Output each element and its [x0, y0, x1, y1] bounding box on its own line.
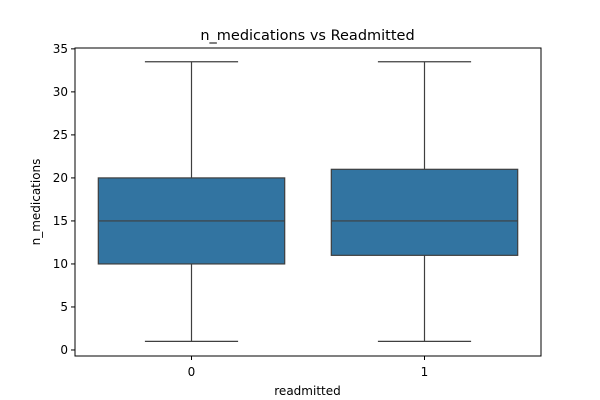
- y-tick-label: 15: [53, 214, 68, 228]
- chart-title: n_medications vs Readmitted: [200, 28, 414, 44]
- y-tick-label: 25: [53, 128, 68, 142]
- x-tick-label: 0: [188, 365, 196, 379]
- y-tick-label: 35: [53, 42, 68, 56]
- plot-area-frame: [74, 47, 542, 357]
- y-tick-label: 20: [53, 171, 68, 185]
- y-tick-label: 5: [60, 300, 68, 314]
- boxes-layer: [97, 61, 519, 342]
- y-tick-label: 0: [60, 343, 68, 357]
- y-tick-label: 10: [53, 257, 68, 271]
- x-tick-label: 1: [421, 365, 429, 379]
- box-0: [97, 61, 286, 342]
- box-1: [330, 61, 519, 342]
- y-axis: 0 5 10 15 20 25 30 35: [53, 42, 75, 357]
- y-axis-label: n_medications: [29, 159, 43, 246]
- iqr-box: [330, 168, 519, 256]
- y-tick-label: 30: [53, 85, 68, 99]
- x-axis-label: readmitted: [274, 384, 340, 398]
